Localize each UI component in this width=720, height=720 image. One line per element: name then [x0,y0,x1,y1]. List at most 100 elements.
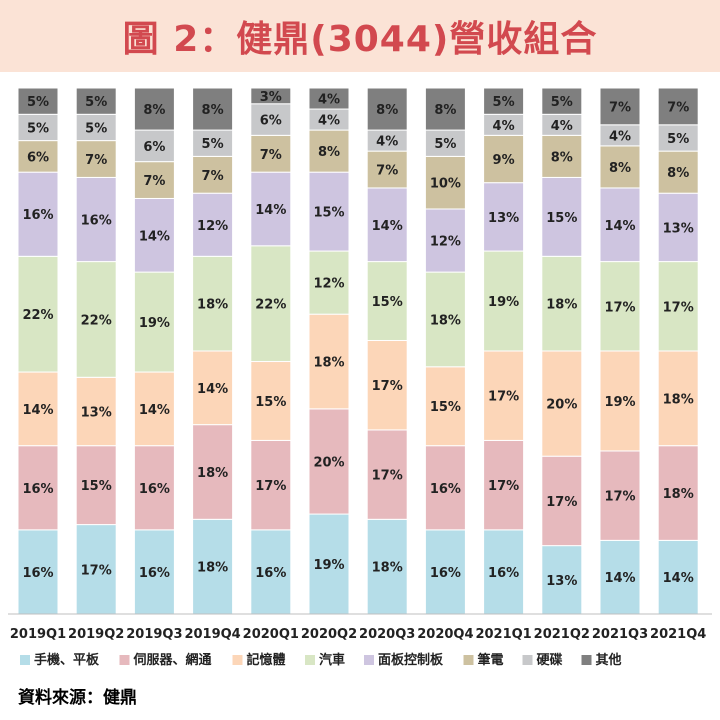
data-label: 6% [27,150,49,165]
bar-segment [17,140,59,173]
data-label: 16% [488,566,519,581]
data-label: 12% [197,219,228,234]
bar-segment [366,261,408,341]
data-label: 15% [255,395,286,410]
data-label: 13% [81,405,112,420]
x-tick-label: 2019Q3 [126,627,182,642]
data-label: 16% [430,482,461,497]
legend-label: 筆電 [478,652,504,668]
bar-segment [308,171,350,252]
x-tick-label: 2020Q3 [359,627,415,642]
data-label: 8% [143,103,165,118]
data-label: 16% [139,566,170,581]
data-label: 16% [22,208,53,223]
data-label: 12% [313,277,344,292]
data-label: 16% [22,482,53,497]
labels-layer: 16% 16% 14% 22% 16% 6% 5% 5% 17% 15% 13% 22% 16% 7% 5%… [22,90,693,589]
data-label: 8% [434,103,456,118]
bar-segment [75,445,117,526]
data-label: 14% [604,219,635,234]
legend-label: 其他 [596,652,622,668]
bar-segment [250,245,292,363]
data-label: 18% [313,356,344,371]
bar-segment [250,134,292,173]
bar-segment [424,445,466,531]
data-label: 17% [488,479,519,494]
x-tick-label: 2021Q1 [475,627,531,642]
data-label: 14% [139,229,170,244]
data-label: 8% [376,103,398,118]
bar-segment [483,87,525,115]
data-label: 14% [663,571,694,586]
bar-segment [75,176,117,263]
data-label: 15% [546,211,577,226]
chart-title: 圖 2：健鼎(3044)營收組合 [122,19,598,60]
x-tick-label: 2020Q4 [417,627,473,642]
data-label: 22% [81,313,112,328]
data-label: 4% [318,114,340,129]
data-label: 5% [27,95,49,110]
data-label: 22% [255,298,286,313]
legend-swatch [463,655,474,665]
legend-swatch [305,655,315,665]
bar-segment [192,255,234,352]
data-label: 17% [488,390,519,405]
data-label: 17% [255,479,286,494]
data-label: 18% [430,313,461,328]
bar-segment [657,350,699,447]
data-label: 16% [139,482,170,497]
data-label: 14% [604,571,635,586]
x-tick-label: 2019Q2 [68,627,124,642]
data-label: 16% [430,566,461,581]
bar-segment [424,271,466,368]
bar-segment [541,134,583,178]
bar-segment [133,129,175,163]
legend-label: 汽車 [319,652,345,668]
data-label: 4% [376,135,398,150]
bar-segment [192,350,234,426]
bar-segment [192,155,234,194]
data-label: 5% [434,137,456,152]
bar-segment [133,445,175,531]
data-label: 18% [663,392,694,407]
data-label: 5% [85,121,107,136]
bar-segment [483,182,525,252]
data-label: 19% [488,295,519,310]
bar-segment [75,113,117,142]
bar-segment [599,87,641,126]
data-label: 19% [313,558,344,573]
legend-swatch [20,655,30,665]
data-label: 5% [667,132,689,147]
bar-segment [308,313,350,410]
bar-segment [366,429,408,520]
bar-segment [424,208,466,273]
data-label: 17% [663,300,694,315]
data-label: 18% [546,298,577,313]
bar-segment [541,87,583,115]
data-label: 5% [551,95,573,110]
data-label: 6% [143,140,165,155]
bar-segment [483,439,525,531]
data-label: 7% [376,164,398,179]
x-tick-label: 2020Q2 [301,627,357,642]
data-label: 8% [609,161,631,176]
x-tick-label: 2020Q1 [243,627,299,642]
stacked-bar-chart: 16% 16% 14% 22% 16% 6% 5% 5% 17% 15% 13% 22% 16% 7% 5%… [8,87,712,668]
data-label: 8% [667,166,689,181]
x-tick-label: 2021Q3 [592,627,648,642]
data-label: 14% [22,403,53,418]
bar-segment [17,87,59,115]
data-label: 20% [546,398,577,413]
data-label: 7% [143,174,165,189]
data-label: 6% [260,114,282,129]
data-label: 5% [493,95,515,110]
data-label: 15% [430,400,461,415]
data-label: 8% [551,150,573,165]
x-tick-label: 2019Q1 [10,627,66,642]
bar-segment [17,113,59,142]
data-label: 5% [85,95,107,110]
data-label: 18% [372,561,403,576]
data-label: 19% [604,395,635,410]
bar-segment [657,261,699,352]
data-label: 13% [546,574,577,589]
